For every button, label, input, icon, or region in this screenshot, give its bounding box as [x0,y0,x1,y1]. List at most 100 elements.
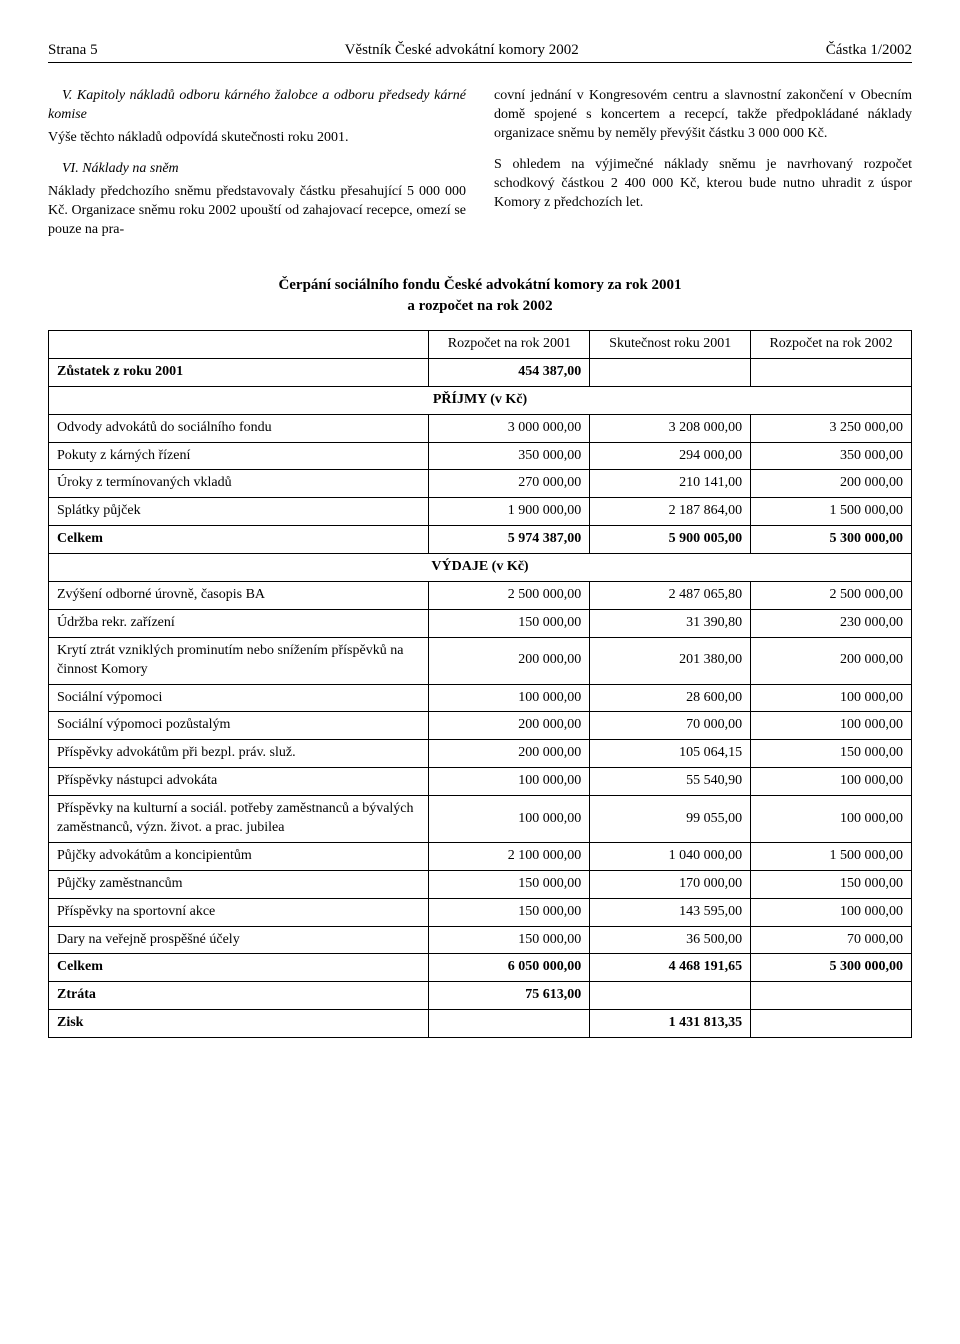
row-value: 200 000,00 [429,740,590,768]
row-label: Sociální výpomoci [49,684,429,712]
row-value: 200 000,00 [751,470,912,498]
row-label: Příspěvky advokátům při bezpl. práv. slu… [49,740,429,768]
row-label: Odvody advokátů do sociálního fondu [49,414,429,442]
section-v-heading: V. Kapitoly nákladů odboru kárného žalob… [48,87,466,125]
section-vi-body: Náklady předchozího sněmu představovaly … [48,183,466,240]
row-value: 5 300 000,00 [751,954,912,982]
column-right: covní jednání v Kongresovém centru a sla… [494,87,912,239]
row-value: 270 000,00 [429,470,590,498]
row-value: 200 000,00 [429,637,590,684]
row-value: 1 900 000,00 [429,498,590,526]
row-label: Zůstatek z roku 2001 [49,358,429,386]
table-row: Sociální výpomoci100 000,0028 600,00100 … [49,684,912,712]
row-label: Ztráta [49,982,429,1010]
row-value: 4 468 191,65 [590,954,751,982]
table-row: Příspěvky nástupci advokáta100 000,0055 … [49,768,912,796]
row-value: 100 000,00 [751,684,912,712]
column-left: V. Kapitoly nákladů odboru kárného žalob… [48,87,466,239]
row-value: 230 000,00 [751,609,912,637]
table-row: Půjčky zaměstnancům150 000,00170 000,001… [49,870,912,898]
col-header-budget-2002: Rozpočet na rok 2002 [751,330,912,358]
table-row: Příspěvky na sportovní akce150 000,00143… [49,898,912,926]
row-label: Údržba rekr. zařízení [49,609,429,637]
table-row: Úroky z termínovaných vkladů270 000,0021… [49,470,912,498]
row-value: 75 613,00 [429,982,590,1010]
row-value: 31 390,80 [590,609,751,637]
row-value: 170 000,00 [590,870,751,898]
row-label: Příspěvky na kulturní a sociál. potřeby … [49,796,429,843]
row-value: 105 064,15 [590,740,751,768]
row-value: 150 000,00 [429,870,590,898]
row-value: 150 000,00 [751,870,912,898]
row-value: 5 300 000,00 [751,526,912,554]
row-value: 350 000,00 [429,442,590,470]
table-row: Celkem6 050 000,004 468 191,655 300 000,… [49,954,912,982]
row-value [751,358,912,386]
body-columns: V. Kapitoly nákladů odboru kárného žalob… [48,87,912,239]
table-row: Příspěvky na kulturní a sociál. potřeby … [49,796,912,843]
row-value: 200 000,00 [751,637,912,684]
table-title-line2: a rozpočet na rok 2002 [407,298,552,314]
col-header-actual-2001: Skutečnost roku 2001 [590,330,751,358]
row-value: 100 000,00 [751,796,912,843]
table-title-line1: Čerpání sociálního fondu České advokátní… [278,277,681,293]
row-value: 1 500 000,00 [751,842,912,870]
table-row: Pokuty z kárných řízení350 000,00294 000… [49,442,912,470]
row-value: 150 000,00 [751,740,912,768]
row-value: 100 000,00 [751,768,912,796]
page-header: Strana 5 Věstník České advokátní komory … [48,40,912,63]
row-value: 99 055,00 [590,796,751,843]
row-value [751,982,912,1010]
table-title: Čerpání sociálního fondu České advokátní… [48,275,912,316]
row-value [590,982,751,1010]
row-value: 294 000,00 [590,442,751,470]
right-col-p2: S ohledem na výjimečné náklady sněmu je … [494,156,912,213]
row-label: Pokuty z kárných řízení [49,442,429,470]
row-label: Příspěvky nástupci advokáta [49,768,429,796]
header-center: Věstník České advokátní komory 2002 [345,40,579,60]
row-label: Úroky z termínovaných vkladů [49,470,429,498]
row-value: 100 000,00 [429,684,590,712]
row-value: 454 387,00 [429,358,590,386]
table-row: Údržba rekr. zařízení150 000,0031 390,80… [49,609,912,637]
row-value: 150 000,00 [429,926,590,954]
row-value: 2 500 000,00 [751,582,912,610]
row-label: Krytí ztrát vzniklých prominutím nebo sn… [49,637,429,684]
table-row: Dary na veřejně prospěšné účely150 000,0… [49,926,912,954]
row-value: 5 900 005,00 [590,526,751,554]
row-value: 1 040 000,00 [590,842,751,870]
row-value: 2 100 000,00 [429,842,590,870]
row-label: Zisk [49,1010,429,1038]
row-value: 150 000,00 [429,898,590,926]
row-value [590,358,751,386]
table-row: Zvýšení odborné úrovně, časopis BA2 500 … [49,582,912,610]
table-row: Příspěvky advokátům při bezpl. práv. slu… [49,740,912,768]
row-value: 100 000,00 [429,768,590,796]
table-row: VÝDAJE (v Kč) [49,554,912,582]
row-value: 100 000,00 [751,898,912,926]
section-vi-heading: VI. Náklady na sněm [48,160,466,179]
row-value: 210 141,00 [590,470,751,498]
row-value: 28 600,00 [590,684,751,712]
row-label: Celkem [49,526,429,554]
row-value [429,1010,590,1038]
row-label: Celkem [49,954,429,982]
header-left: Strana 5 [48,40,98,60]
row-label: Půjčky advokátům a koncipientům [49,842,429,870]
table-row: Celkem5 974 387,005 900 005,005 300 000,… [49,526,912,554]
table-row: Zůstatek z roku 2001454 387,00 [49,358,912,386]
row-value: 2 500 000,00 [429,582,590,610]
col-header-empty [49,330,429,358]
table-row: Splátky půjček1 900 000,002 187 864,001 … [49,498,912,526]
table-row: Půjčky advokátům a koncipientům2 100 000… [49,842,912,870]
row-value: 100 000,00 [751,712,912,740]
row-value: 2 487 065,80 [590,582,751,610]
row-value: 3 208 000,00 [590,414,751,442]
row-value: 55 540,90 [590,768,751,796]
header-right: Částka 1/2002 [826,40,912,60]
row-value: 200 000,00 [429,712,590,740]
row-value: 350 000,00 [751,442,912,470]
row-value: 201 380,00 [590,637,751,684]
section-cell: VÝDAJE (v Kč) [49,554,912,582]
table-row: Krytí ztrát vzniklých prominutím nebo sn… [49,637,912,684]
